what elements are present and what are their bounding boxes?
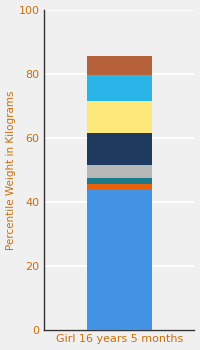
Bar [87, 178, 152, 184]
Bar [87, 189, 152, 330]
Bar [87, 56, 152, 75]
Bar [87, 184, 152, 189]
Bar [87, 133, 152, 165]
Bar [87, 75, 152, 101]
Y-axis label: Percentile Weight in Kilograms: Percentile Weight in Kilograms [6, 90, 16, 250]
Bar [87, 101, 152, 133]
Bar [87, 165, 152, 178]
